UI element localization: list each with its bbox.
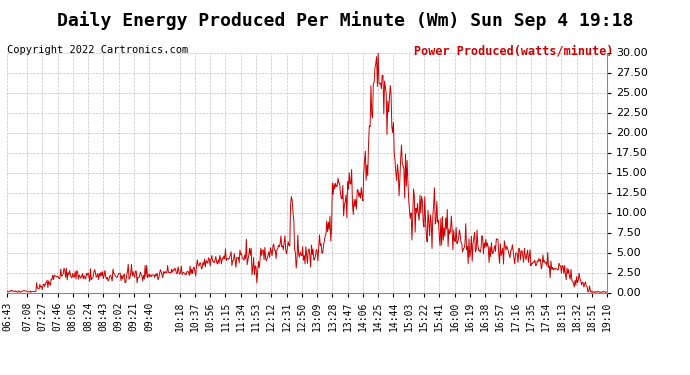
Text: Daily Energy Produced Per Minute (Wm) Sun Sep 4 19:18: Daily Energy Produced Per Minute (Wm) Su… bbox=[57, 11, 633, 30]
Text: Copyright 2022 Cartronics.com: Copyright 2022 Cartronics.com bbox=[7, 45, 188, 55]
Text: Power Produced(watts/minute): Power Produced(watts/minute) bbox=[414, 45, 613, 58]
